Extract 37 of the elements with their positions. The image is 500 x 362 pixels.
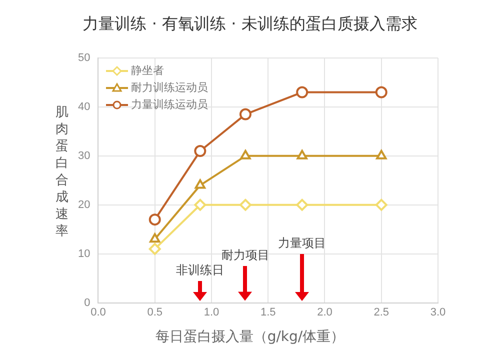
y-axis-title: 肌肉蛋白合成速率 xyxy=(54,104,70,240)
point xyxy=(150,233,160,243)
point xyxy=(376,150,387,160)
point xyxy=(194,198,206,211)
point xyxy=(240,150,251,160)
y-tick-label: 20 xyxy=(78,198,90,211)
y-tick-label: 40 xyxy=(78,100,90,113)
legend-label: 耐力训练运动员 xyxy=(131,80,208,95)
point xyxy=(296,86,308,98)
point xyxy=(296,150,308,160)
point xyxy=(375,198,388,211)
point xyxy=(239,198,252,211)
annotation: 力量项目 xyxy=(278,236,326,250)
x-tick-label: 1.0 xyxy=(204,306,220,318)
chart-title: 力量训练 · 有氧训练 · 未训练的蛋白质摄入需求 xyxy=(82,14,418,35)
point xyxy=(194,179,206,189)
y-tick-label: 10 xyxy=(78,248,90,260)
y-tick-label: 30 xyxy=(78,150,90,162)
y-tick-label: 50 xyxy=(78,52,90,64)
point xyxy=(296,198,308,211)
x-tick-label: 0.0 xyxy=(90,306,106,318)
annotation: 非训练日 xyxy=(176,262,224,277)
x-tick-label: 3.0 xyxy=(430,306,446,318)
x-tick-label: 2.0 xyxy=(317,306,332,318)
legend-label: 力量训练运动员 xyxy=(131,97,208,112)
y-tick-label: 0 xyxy=(84,296,90,309)
x-tick-label: 0.5 xyxy=(147,306,163,318)
point xyxy=(194,145,206,158)
x-tick-label: 2.5 xyxy=(374,306,390,318)
point xyxy=(148,242,161,255)
x-tick-label: 1.5 xyxy=(260,306,276,318)
point xyxy=(148,214,161,226)
point xyxy=(239,108,252,120)
legend-label: 静坐者 xyxy=(131,63,164,78)
annotation: 耐力项目 xyxy=(221,248,270,262)
point xyxy=(375,86,388,98)
x-axis-title: 每日蛋白摄入量（g/kg/体重） xyxy=(154,328,346,346)
